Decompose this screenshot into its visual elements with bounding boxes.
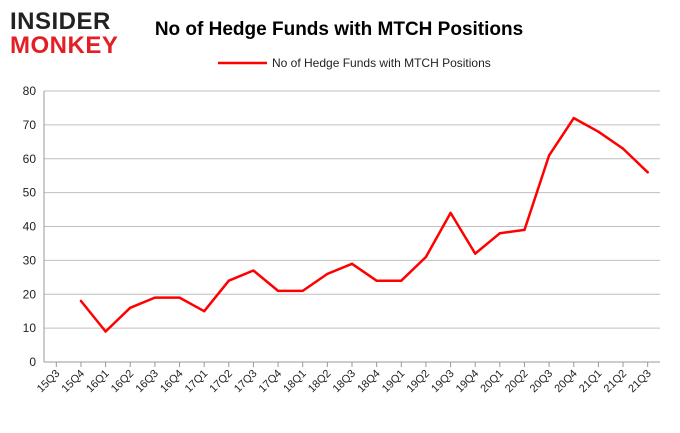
data-point: [301, 289, 304, 293]
chart-title: No of Hedge Funds with MTCH Positions: [155, 19, 523, 40]
data-point: [597, 130, 600, 133]
data-point: [400, 279, 403, 282]
y-tick-label: 0: [29, 355, 36, 369]
x-axis-tick-labels: 15Q315Q416Q116Q216Q316Q417Q117Q217Q317Q4…: [35, 362, 654, 395]
x-tick-label: 19Q3: [429, 368, 457, 396]
x-tick-label: 19Q4: [454, 368, 482, 396]
x-tick-label: 18Q1: [281, 368, 309, 396]
data-point: [276, 289, 280, 293]
data-point: [424, 255, 428, 259]
x-tick-label: 19Q1: [380, 368, 408, 396]
logo-line-1: INSIDER: [10, 8, 111, 35]
data-point: [79, 299, 83, 303]
data-point: [547, 154, 551, 157]
y-tick-label: 30: [23, 253, 37, 267]
data-point: [202, 309, 206, 313]
data-point: [326, 272, 329, 276]
y-tick-label: 50: [23, 186, 37, 200]
x-tick-label: 17Q2: [207, 368, 235, 396]
x-tick-label: 15Q4: [60, 368, 88, 396]
x-tick-label: 17Q3: [232, 368, 260, 396]
axes: [43, 91, 660, 363]
x-tick-label: 18Q4: [355, 368, 383, 396]
y-tick-label: 60: [23, 152, 37, 166]
x-tick-label: 21Q3: [626, 368, 654, 396]
x-tick-label: 17Q1: [183, 368, 211, 396]
data-point: [474, 252, 477, 255]
data-point: [375, 279, 378, 282]
data-point: [621, 147, 625, 150]
data-point: [252, 269, 255, 272]
data-point: [498, 232, 502, 235]
data-point: [572, 116, 575, 120]
x-tick-label: 19Q2: [405, 368, 433, 396]
logo-line-2: MONKEY: [10, 32, 118, 59]
legend-label: No of Hedge Funds with MTCH Positions: [272, 56, 491, 70]
data-point: [646, 171, 649, 174]
data-point: [523, 228, 526, 232]
data-point: [449, 211, 452, 215]
x-tick-label: 15Q3: [35, 368, 63, 396]
x-tick-label: 16Q3: [133, 368, 161, 396]
data-point: [227, 279, 230, 282]
y-tick-label: 10: [23, 321, 37, 335]
series-lines: [79, 116, 649, 333]
x-tick-label: 18Q3: [331, 368, 359, 396]
x-tick-label: 20Q1: [478, 368, 506, 396]
y-tick-label: 20: [23, 287, 37, 301]
x-tick-label: 18Q2: [306, 368, 334, 396]
x-tick-label: 16Q2: [109, 368, 137, 396]
insider-monkey-logo: INSIDER MONKEY: [10, 8, 118, 59]
y-tick-label: 40: [23, 220, 37, 234]
data-point: [178, 296, 181, 299]
x-tick-label: 20Q2: [503, 368, 531, 396]
data-point: [129, 306, 132, 309]
x-tick-label: 17Q4: [257, 368, 285, 396]
x-tick-label: 21Q1: [577, 368, 605, 396]
x-tick-label: 16Q1: [84, 368, 112, 396]
y-axis-tick-labels: 0 10 20 30 40 50 60 70 80: [23, 84, 37, 369]
series-line: [79, 116, 649, 333]
x-tick-label: 16Q4: [158, 368, 186, 396]
gridlines: [44, 90, 660, 329]
x-tick-label: 20Q4: [552, 368, 580, 396]
legend: No of Hedge Funds with MTCH Positions: [218, 56, 491, 70]
data-point: [350, 262, 354, 265]
data-point: [104, 330, 107, 333]
x-tick-label: 20Q3: [528, 368, 556, 396]
x-tick-label: 21Q2: [602, 368, 630, 396]
y-tick-label: 80: [23, 84, 37, 98]
data-point: [153, 296, 157, 299]
y-tick-label: 70: [23, 118, 37, 132]
